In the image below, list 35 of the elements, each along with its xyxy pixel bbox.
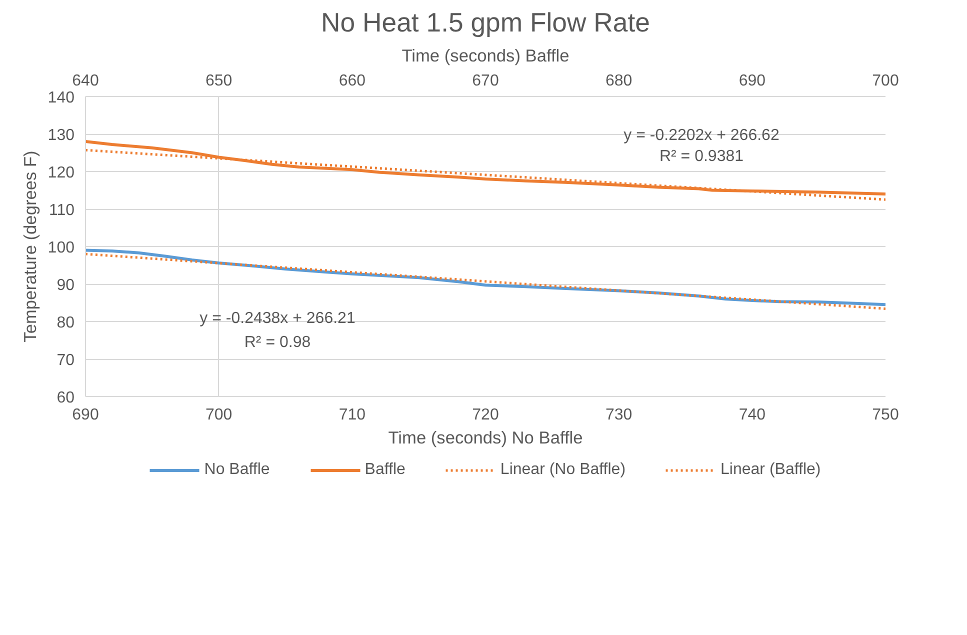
x-tick-label: 720 bbox=[472, 406, 499, 424]
y-tick-label: 110 bbox=[48, 202, 75, 219]
annotation: R² = 0.98 bbox=[244, 334, 311, 351]
x2-tick-label: 670 bbox=[472, 72, 499, 90]
x2-axis-title: Time (seconds) Baffle bbox=[402, 46, 570, 66]
x2-tick-label: 690 bbox=[738, 72, 766, 90]
x-tick-label: 740 bbox=[738, 406, 766, 424]
annotation: y = -0.2202x + 266.62 bbox=[624, 127, 780, 144]
annotation: y = -0.2438x + 266.21 bbox=[200, 310, 356, 327]
legend-label: Baffle bbox=[364, 461, 406, 479]
annotation: R² = 0.9381 bbox=[659, 148, 744, 165]
y-tick-label: 120 bbox=[48, 164, 75, 182]
y-tick-label: 140 bbox=[48, 90, 75, 106]
x2-tick-label: 660 bbox=[338, 72, 366, 90]
x-tick-label: 700 bbox=[205, 406, 232, 424]
legend-label: Linear (Baffle) bbox=[720, 461, 821, 479]
x-tick-label: 730 bbox=[605, 406, 632, 424]
y-axis-title: Temperature (degrees F) bbox=[20, 150, 40, 342]
x2-tick-label: 700 bbox=[872, 72, 899, 90]
y-tick-label: 90 bbox=[56, 277, 75, 294]
x-tick-label: 710 bbox=[338, 406, 366, 424]
legend-label: Linear (No Baffle) bbox=[500, 461, 626, 479]
x-tick-label: 690 bbox=[72, 406, 99, 424]
y-tick-label: 70 bbox=[56, 352, 75, 369]
y-tick-label: 100 bbox=[48, 240, 75, 256]
chart-title: No Heat 1.5 gpm Flow Rate bbox=[321, 8, 650, 38]
x-tick-label: 750 bbox=[872, 406, 899, 424]
x2-tick-label: 640 bbox=[72, 72, 99, 90]
x2-tick-label: 650 bbox=[205, 72, 232, 90]
y-tick-label: 60 bbox=[56, 390, 75, 406]
y-tick-label: 80 bbox=[56, 314, 75, 332]
x2-tick-label: 680 bbox=[605, 72, 632, 90]
legend-label: No Baffle bbox=[204, 461, 270, 479]
x-axis-title: Time (seconds) No Baffle bbox=[388, 428, 583, 448]
y-tick-label: 130 bbox=[48, 127, 75, 144]
